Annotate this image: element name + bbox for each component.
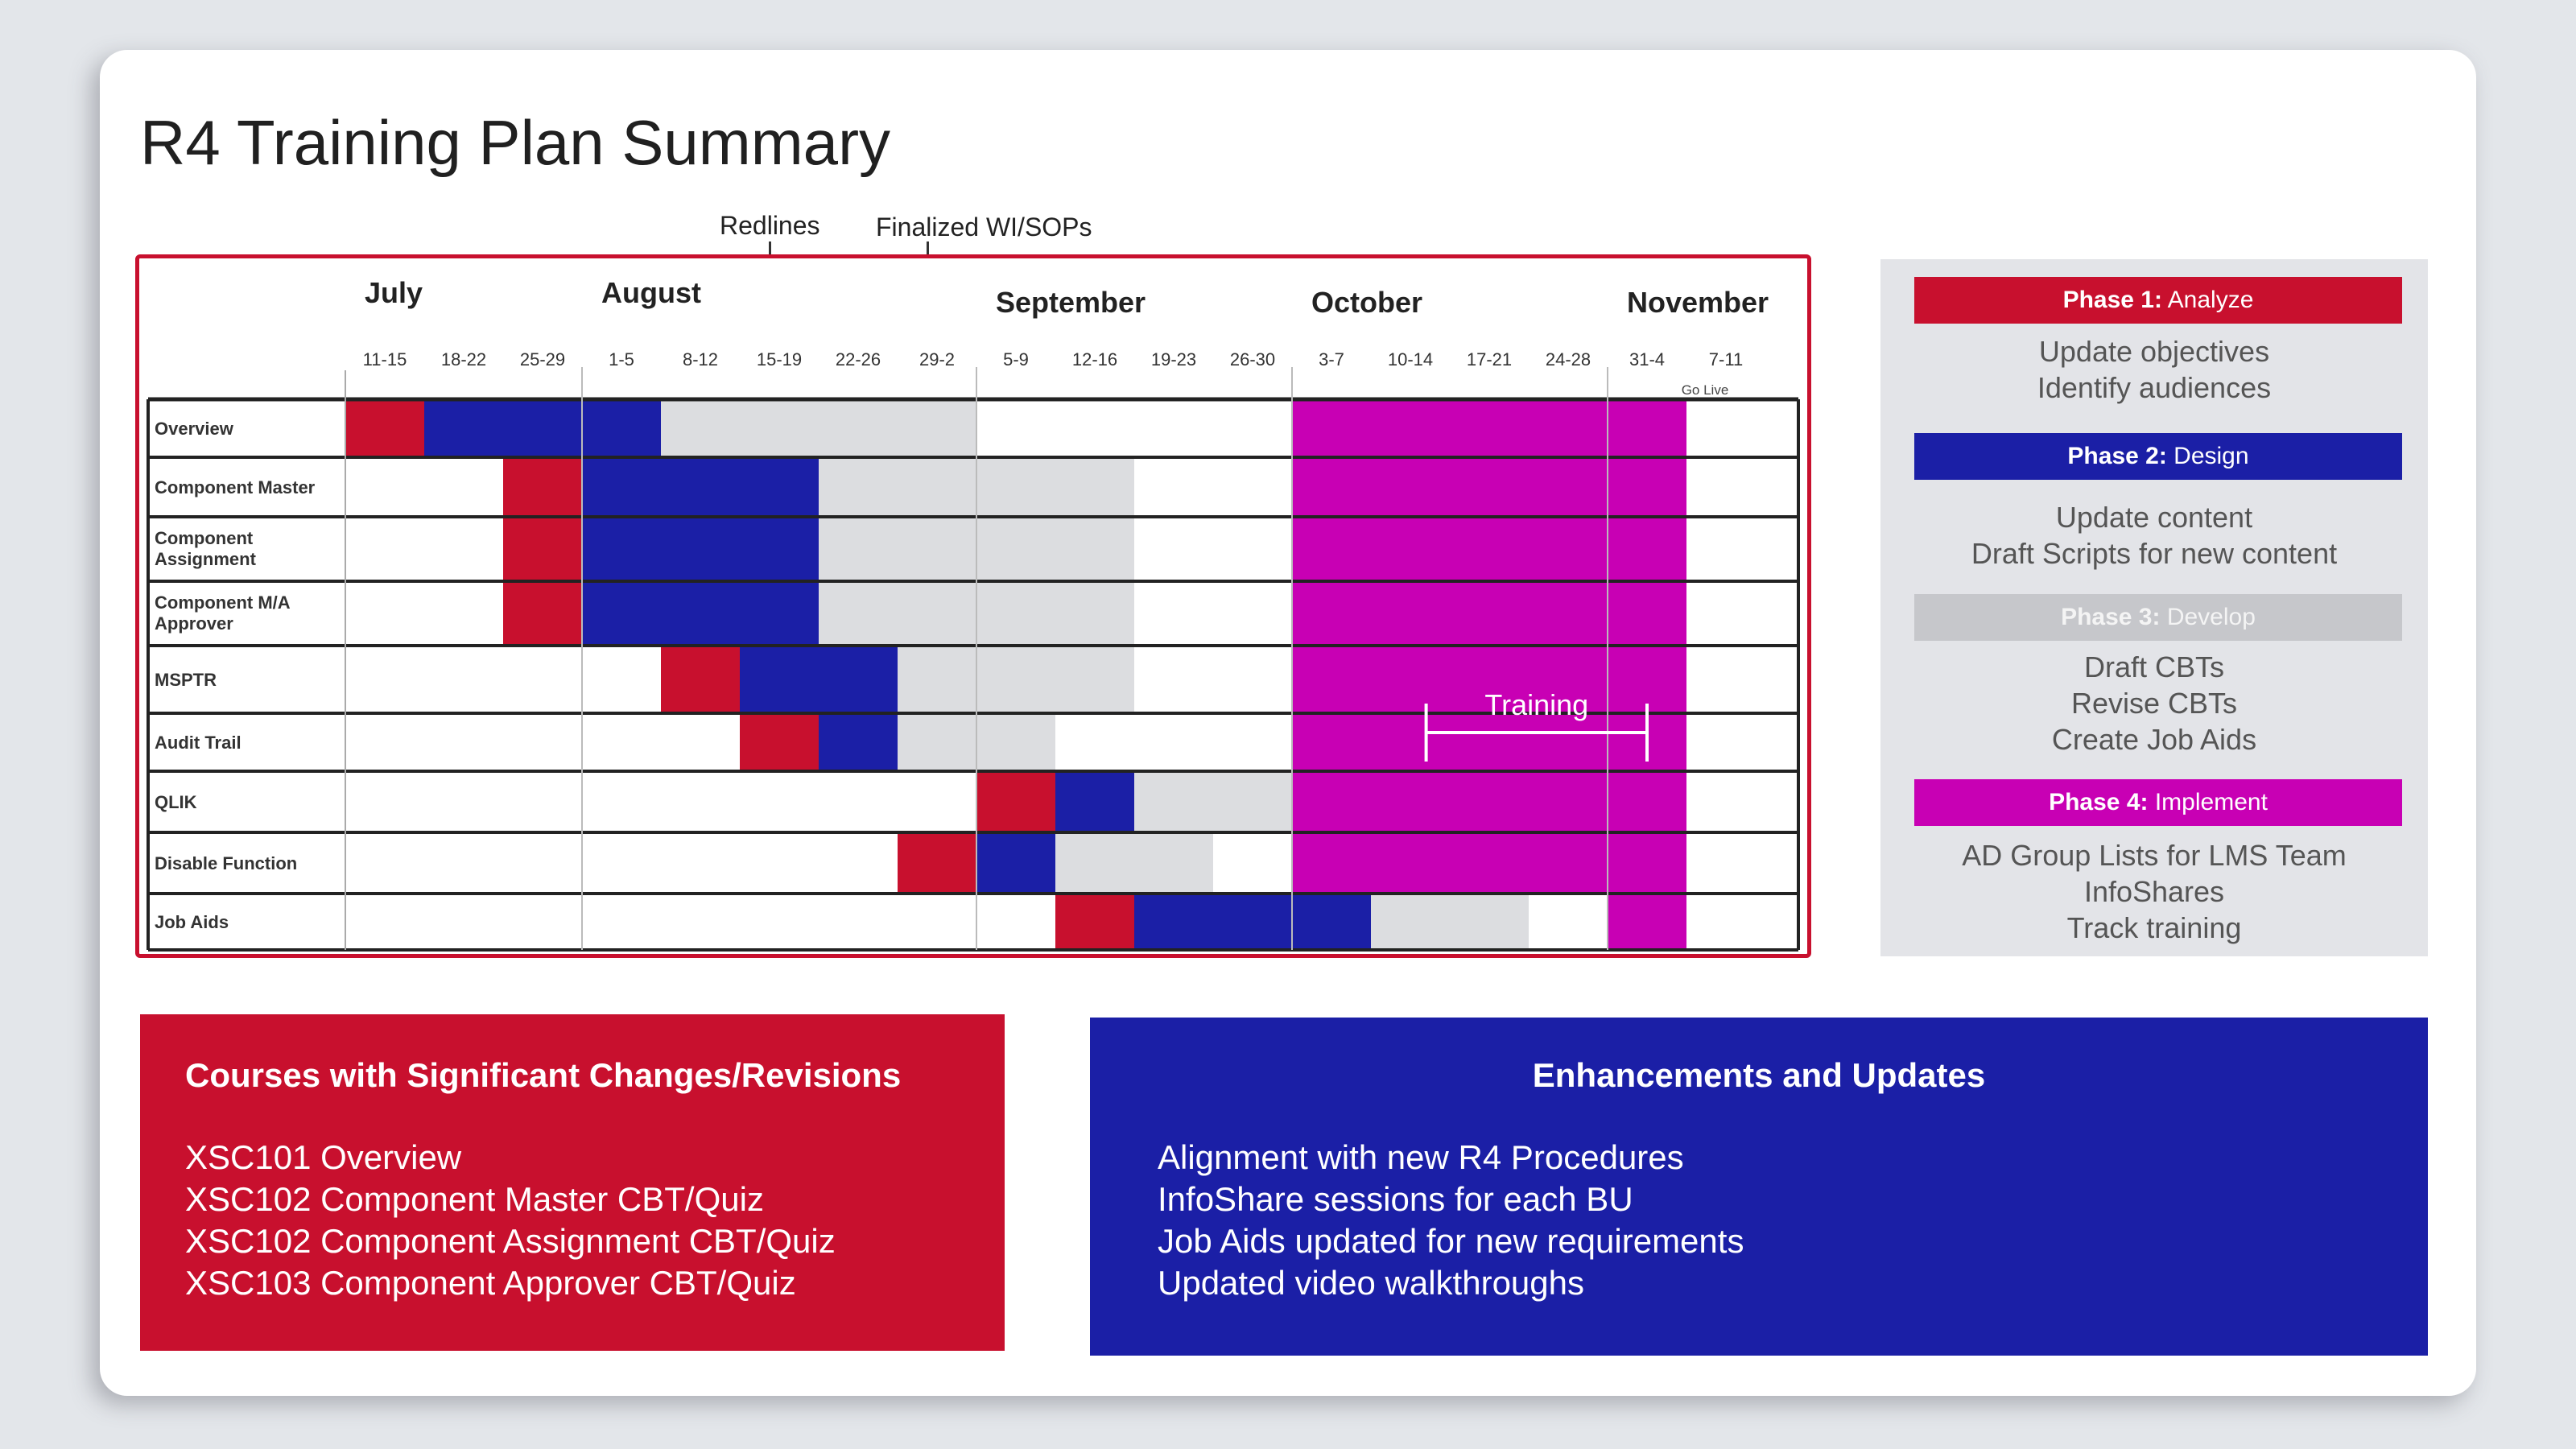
enhancement-item: Job Aids updated for new requirements (1158, 1222, 1744, 1260)
phase-4-header: Phase 4: Implement (1914, 779, 2402, 826)
phase-legend-panel: Phase 1: Analyze Update objectives Ident… (1880, 259, 2428, 956)
page-title: R4 Training Plan Summary (140, 107, 891, 178)
courses-box: Courses with Significant Changes/Revisio… (140, 1014, 1005, 1351)
phase-2-label: Phase 2: (2067, 443, 2167, 469)
enhancements-heading: Enhancements and Updates (1532, 1056, 1986, 1094)
phase-4-name: Implement (2154, 789, 2268, 815)
gantt-frame (135, 254, 1811, 958)
course-item: XSC102 Component Assignment CBT/Quiz (185, 1222, 836, 1260)
finalized-callout: Finalized WI/SOPs (876, 213, 1092, 242)
phase-4-items: AD Group Lists for LMS Team InfoShares T… (1880, 837, 2428, 946)
enhancements-list: Alignment with new R4 Procedures InfoSha… (1158, 1137, 1744, 1304)
phase-3-items: Draft CBTs Revise CBTs Create Job Aids (1880, 649, 2428, 758)
phase-1-header: Phase 1: Analyze (1914, 277, 2402, 324)
enhancement-item: Updated video walkthroughs (1158, 1264, 1585, 1302)
phase-3-item: Revise CBTs (2070, 687, 2238, 720)
course-item: XSC103 Component Approver CBT/Quiz (185, 1264, 796, 1302)
phase-4-label: Phase 4: (2049, 789, 2149, 815)
phase-4-item: Track training (2066, 911, 2242, 944)
phase-2-items: Update content Draft Scripts for new con… (1880, 499, 2428, 572)
enhancement-item: Alignment with new R4 Procedures (1158, 1138, 1684, 1176)
phase-2-item: Draft Scripts for new content (1971, 537, 2338, 570)
phase-3-item: Create Job Aids (2051, 723, 2257, 756)
phase-2-item: Update content (2055, 501, 2253, 534)
phase-4-item: AD Group Lists for LMS Team (1962, 839, 2347, 872)
course-item: XSC102 Component Master CBT/Quiz (185, 1180, 764, 1218)
phase-4-item: InfoShares (2083, 875, 2225, 908)
phase-1-name: Analyze (2167, 287, 2254, 313)
course-item: XSC101 Overview (185, 1138, 462, 1176)
courses-heading: Courses with Significant Changes/Revisio… (185, 1056, 902, 1094)
phase-1-item: Update objectives (2038, 335, 2270, 368)
enhancements-box: Enhancements and Updates Alignment with … (1090, 1018, 2428, 1356)
phase-3-label: Phase 3: (2061, 604, 2161, 630)
phase-2-name: Design (2174, 443, 2249, 469)
phase-3-header: Phase 3: Develop (1914, 594, 2402, 641)
phase-1-label: Phase 1: (2062, 287, 2162, 313)
phase-3-name: Develop (2166, 604, 2256, 630)
enhancement-item: InfoShare sessions for each BU (1158, 1180, 1633, 1218)
redlines-callout: Redlines (720, 211, 820, 240)
phase-1-items: Update objectives Identify audiences (1880, 333, 2428, 406)
phase-3-item: Draft CBTs (2083, 650, 2225, 683)
phase-2-header: Phase 2: Design (1914, 433, 2402, 480)
courses-list: XSC101 Overview XSC102 Component Master … (185, 1137, 836, 1304)
phase-1-item: Identify audiences (2037, 371, 2272, 404)
